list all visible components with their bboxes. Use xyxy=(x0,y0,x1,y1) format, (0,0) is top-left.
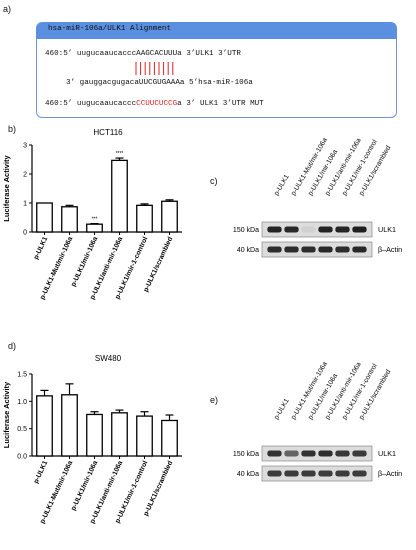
bar xyxy=(61,394,78,457)
blot-strip-actin xyxy=(261,465,373,482)
lane-label: p-ULK1/scrambled xyxy=(358,145,392,197)
y-axis-label: Luciferase Activity xyxy=(2,381,11,448)
actin-band xyxy=(301,470,316,477)
actin-band xyxy=(352,246,367,253)
x-tick-label: p-ULK1/mir-106a xyxy=(70,236,99,288)
alignment-line-mutant: 460:5’ uugucaaucacccCCUUCUCCGa 3’ ULK1 3… xyxy=(45,100,264,108)
y-axis-label: Luciferase Activity xyxy=(2,154,11,221)
actin-band xyxy=(352,470,367,477)
kda-40-label: 40 kDa xyxy=(237,247,259,254)
lane-label: p-ULK1/scrambled xyxy=(358,369,392,421)
ulk1-band xyxy=(318,450,333,457)
actin-band xyxy=(318,246,333,253)
alignment-line-mirna: 3’ gauggacgugacaUUCGUGAAAa 5’hsa-miR-106… xyxy=(66,79,253,87)
chart-title: SW480 xyxy=(95,354,122,363)
actin-band xyxy=(335,246,350,253)
kda-150-label: 150 kDa xyxy=(233,451,259,458)
ulk1-band xyxy=(318,226,333,233)
actin-band xyxy=(267,470,282,477)
blot-strip-ulk1 xyxy=(261,221,373,238)
mutant-suffix: a 3’ ULK1 3’UTR MUT xyxy=(177,100,264,108)
alignment-header xyxy=(36,22,397,39)
y-tick-label: 1.5 xyxy=(17,372,27,379)
actin-band xyxy=(318,470,333,477)
panel-d-label: d) xyxy=(8,341,17,351)
panel-b-label: b) xyxy=(8,124,17,134)
y-tick-label: 1.0 xyxy=(17,399,27,406)
lane-label: p-ULK1 xyxy=(273,173,291,197)
actin-band xyxy=(335,470,350,477)
mutant-prefix: 460:5’ uugucaaucaccc xyxy=(45,100,137,108)
bar xyxy=(111,412,128,457)
bar xyxy=(36,202,53,233)
panel-c-label: c) xyxy=(210,176,218,186)
panel-e-label: e) xyxy=(210,395,219,405)
y-tick-label: 1 xyxy=(23,201,27,208)
bar xyxy=(61,206,78,233)
ulk1-label: ULK1 xyxy=(378,225,396,234)
western-blot-e: p-ULK1 p-ULK1-Mut/mir-106ap-ULK1/mir-106a… xyxy=(233,361,402,482)
actin-band xyxy=(284,470,299,477)
ulk1-label: ULK1 xyxy=(378,449,396,458)
ulk1-band xyxy=(335,450,350,457)
y-tick-label: 0.0 xyxy=(17,454,27,461)
panel-a-label: a) xyxy=(3,4,12,14)
bar xyxy=(36,395,53,457)
significance-label: **** xyxy=(116,151,124,157)
y-tick-label: 3 xyxy=(23,143,27,150)
ulk1-band xyxy=(267,450,282,457)
x-tick-label: p-ULK1/mir-106a xyxy=(70,460,99,512)
ulk1-band xyxy=(284,450,299,457)
bar xyxy=(86,413,103,457)
actin-label: β–Actin xyxy=(378,245,402,254)
lane-label: p-ULK1 xyxy=(273,397,291,421)
ulk1-band xyxy=(352,450,367,457)
actin-band xyxy=(301,246,316,253)
base-pair-ticks xyxy=(135,62,174,75)
alignment-line-ulk1: 460:5’ uugucaaucacccAAGCACUUUa 3’ULK1 3’… xyxy=(45,50,241,58)
bar xyxy=(136,204,153,233)
x-tick-label: p-ULK1 xyxy=(33,236,50,261)
chart-title: HCT116 xyxy=(93,128,123,137)
actin-label: β–Actin xyxy=(378,469,402,478)
y-tick-label: 2 xyxy=(23,172,27,179)
x-tick-label: p-ULK1/scrambled xyxy=(143,236,175,293)
bar xyxy=(111,159,128,233)
alignment-title: hsa-miR-106a/ULK1 Alignment xyxy=(48,25,172,33)
actin-band xyxy=(267,246,282,253)
ulk1-band xyxy=(284,226,299,233)
blot-strip-ulk1 xyxy=(261,445,373,462)
chart-hct116: HCT116 Luciferase Activity 0 1 2 3 p-ULK1 p-ULK… xyxy=(2,128,182,301)
ulk1-band xyxy=(335,226,350,233)
kda-40-label: 40 kDa xyxy=(237,471,259,478)
y-tick-label: 0.5 xyxy=(17,426,27,433)
x-tick-label: p-ULK1 xyxy=(33,460,50,485)
western-blot-c: p-ULK1 p-ULK1-Mut/mir-106ap-ULK1/mir-106a… xyxy=(233,137,402,258)
bar xyxy=(86,223,103,233)
ulk1-band xyxy=(301,226,316,233)
mutant-sequence: CCUUCUCCG xyxy=(136,100,178,108)
ulk1-band xyxy=(267,226,282,233)
kda-150-label: 150 kDa xyxy=(233,227,259,234)
y-tick-label: 0 xyxy=(23,230,27,237)
x-tick-label: p-ULK1/scrambled xyxy=(143,460,175,517)
bar xyxy=(136,415,153,457)
ulk1-band xyxy=(301,450,316,457)
actin-band xyxy=(284,246,299,253)
bar xyxy=(161,419,178,457)
chart-sw480: SW480 Luciferase Activity 0.0 0.5 1.0 1.5 p-UL… xyxy=(2,354,182,525)
blot-strip-actin xyxy=(261,241,373,258)
ulk1-band xyxy=(352,226,367,233)
significance-label: *** xyxy=(92,217,98,223)
bar xyxy=(161,200,178,233)
